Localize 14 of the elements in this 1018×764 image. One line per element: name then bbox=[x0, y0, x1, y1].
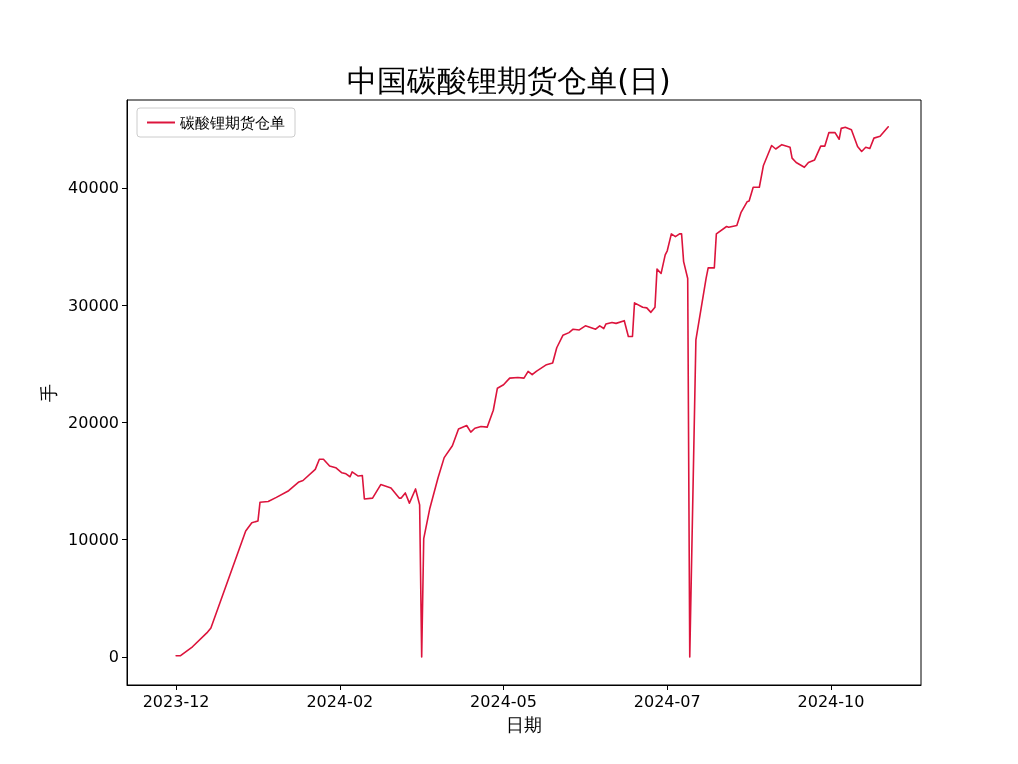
x-tick-label: 2024-05 bbox=[470, 691, 537, 711]
y-tick-label: 40000 bbox=[68, 178, 119, 198]
x-tick-label: 2024-10 bbox=[797, 691, 865, 711]
x-tick-label: 2024-07 bbox=[633, 691, 701, 711]
x-tick-label: 2023-12 bbox=[142, 691, 210, 711]
y-tick-label: 10000 bbox=[68, 530, 119, 550]
x-tick-label: 2024-02 bbox=[306, 691, 374, 711]
legend-label: 碳酸锂期货仓单 bbox=[179, 113, 285, 132]
chart-title: 中国碳酸锂期货仓单(日) bbox=[347, 62, 671, 98]
x-axis-title: 日期 bbox=[506, 713, 542, 735]
y-tick-label: 30000 bbox=[68, 295, 119, 315]
y-axis-title: 手 bbox=[37, 383, 59, 402]
y-tick-label: 0 bbox=[108, 647, 119, 667]
y-tick-label: 20000 bbox=[68, 412, 119, 432]
